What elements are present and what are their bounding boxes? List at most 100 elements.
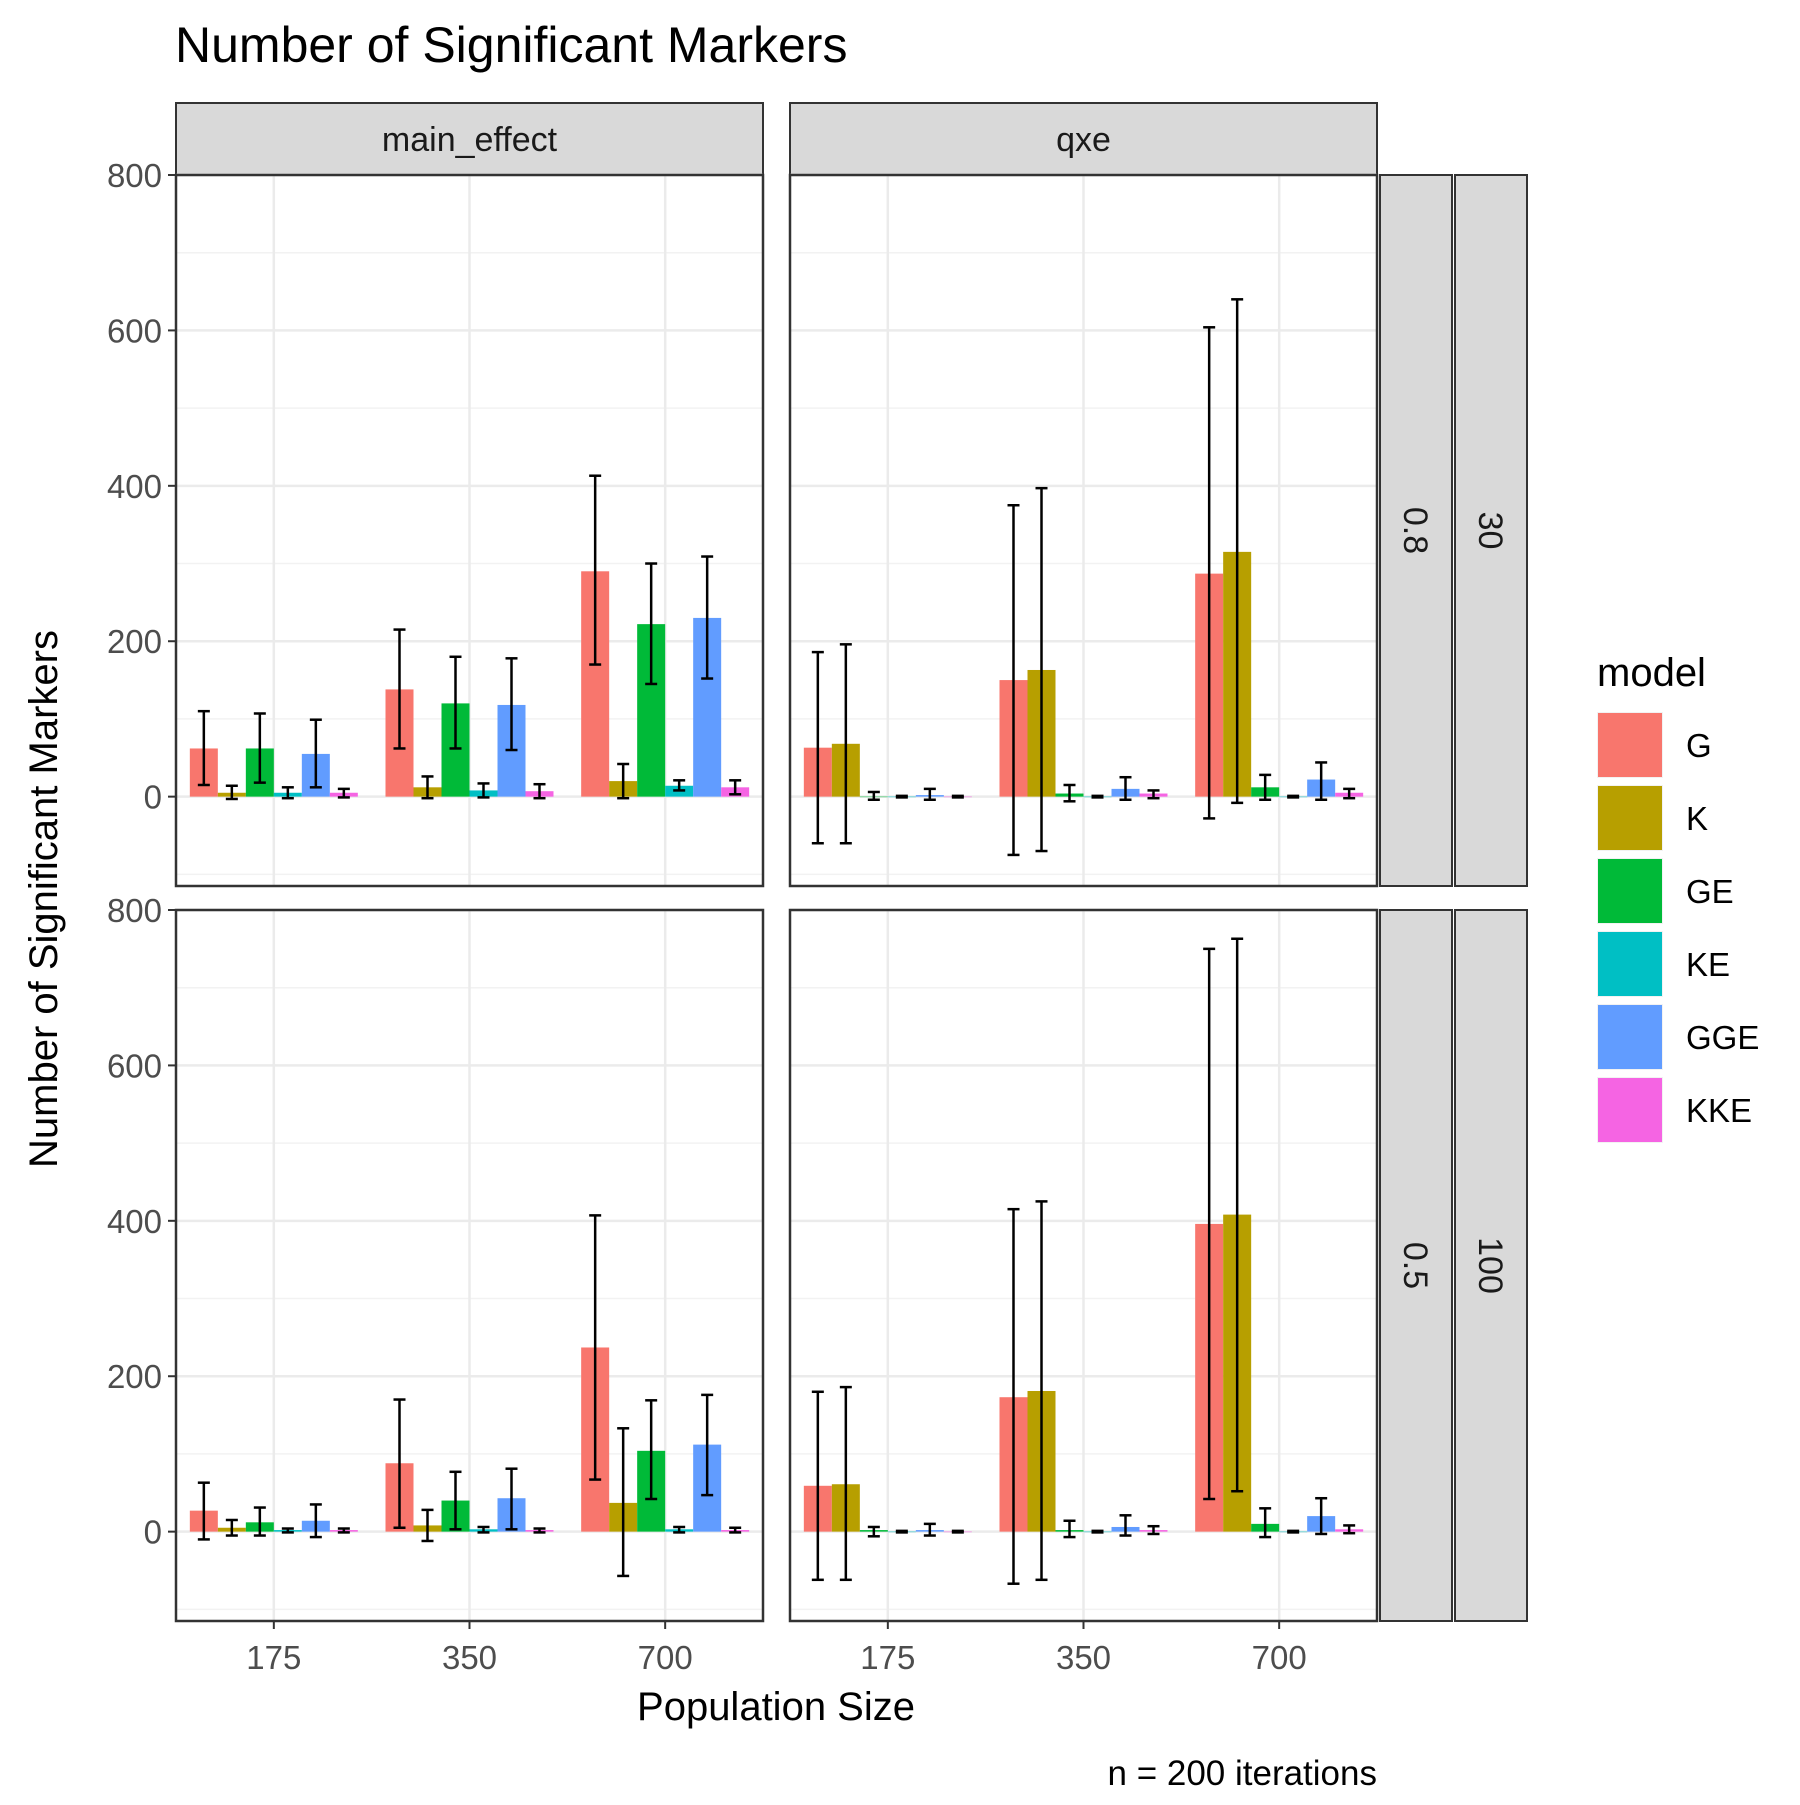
row-strip-0-5: 0.5 <box>1379 909 1453 1622</box>
error-bar-ke <box>895 794 908 799</box>
error-bar-kke <box>729 779 742 796</box>
error-bar-ge <box>449 1470 462 1531</box>
error-bar-k <box>617 762 630 800</box>
error-bar-ge <box>449 655 462 750</box>
chart-title: Number of Significant Markers <box>175 17 847 73</box>
error-bar-ge <box>867 1525 880 1538</box>
error-bar-k <box>421 1508 434 1543</box>
legend-label: G <box>1686 727 1712 764</box>
error-bar-gge <box>1119 775 1132 801</box>
error-bar-ge <box>1259 1507 1272 1539</box>
facet-strip-label: main_effect <box>382 121 558 159</box>
row-strip-30: 30 <box>1454 174 1528 887</box>
error-bar-ke <box>1287 1529 1300 1534</box>
row-strip-background <box>1379 909 1453 1622</box>
error-bars-layer <box>811 937 1356 1585</box>
x-tick-label: 700 <box>1252 1639 1307 1676</box>
y-tick-label: 600 <box>107 312 162 349</box>
error-bar-gge <box>701 555 714 680</box>
y-tick-label: 0 <box>144 1514 162 1551</box>
legend-item-ke: KE <box>1597 931 1730 997</box>
error-bar-kke <box>1343 1524 1356 1535</box>
error-bar-kke <box>951 794 964 799</box>
error-bar-g <box>589 474 602 666</box>
legend-swatch <box>1598 786 1662 850</box>
error-bar-k <box>1231 937 1244 1493</box>
error-bar-kke <box>533 1527 546 1534</box>
error-bar-gge <box>1315 761 1328 801</box>
y-axis-row2: 0 200 400 600 800 <box>107 892 176 1551</box>
error-bar-kke <box>1147 1524 1160 1536</box>
error-bar-k <box>617 1427 630 1578</box>
error-bar-k <box>225 784 238 801</box>
error-bar-g <box>1203 947 1216 1501</box>
legend-item-kke: KKE <box>1597 1077 1752 1143</box>
error-bar-g <box>811 650 824 845</box>
error-bar-gge <box>1119 1514 1132 1537</box>
legend-swatch <box>1598 713 1662 777</box>
error-bar-k <box>1231 298 1244 805</box>
row-strip-label: 0.5 <box>1396 1242 1434 1289</box>
error-bar-gge <box>923 1522 936 1537</box>
error-bar-gge <box>309 1503 322 1539</box>
error-bar-ge <box>253 712 266 784</box>
y-tick-label: 400 <box>107 1203 162 1240</box>
error-bar-gge <box>505 657 518 752</box>
facet-strip-qxe: qxe <box>789 102 1378 176</box>
error-bar-ge <box>1063 783 1076 803</box>
row-strip-label: 30 <box>1471 512 1509 550</box>
error-bar-ge <box>1063 1519 1076 1539</box>
error-bar-gge <box>923 787 936 801</box>
legend-title: model <box>1597 651 1706 695</box>
y-tick-label: 800 <box>107 157 162 194</box>
y-tick-label: 400 <box>107 468 162 505</box>
y-tick-label: 200 <box>107 1358 162 1395</box>
error-bar-k <box>839 1385 852 1582</box>
error-bar-gge <box>309 718 322 789</box>
legend-label: KE <box>1686 946 1730 983</box>
error-bar-ke <box>673 779 686 792</box>
error-bar-kke <box>337 1527 350 1534</box>
error-bar-g <box>393 1398 406 1530</box>
facet-strip-background <box>789 102 1378 176</box>
x-tick-label: 700 <box>638 1639 693 1676</box>
y-tick-label: 800 <box>107 892 162 929</box>
error-bar-ke <box>895 1529 908 1534</box>
error-bar-ke <box>1287 794 1300 799</box>
x-axis-qxe: 175 350 700 <box>860 1621 1307 1676</box>
error-bar-k <box>839 643 852 845</box>
legend-label: GE <box>1686 873 1734 910</box>
y-tick-label: 200 <box>107 623 162 660</box>
error-bar-k <box>1035 486 1048 853</box>
error-bar-ke <box>673 1525 686 1534</box>
error-bar-kke <box>1343 787 1356 800</box>
error-bar-gge <box>505 1467 518 1531</box>
row-strip-label: 100 <box>1471 1237 1509 1294</box>
y-tick-label: 600 <box>107 1047 162 1084</box>
legend-label: GGE <box>1686 1019 1759 1056</box>
error-bar-g <box>393 628 406 750</box>
error-bar-ge <box>253 1506 266 1537</box>
legend-swatch <box>1598 1005 1662 1069</box>
error-bar-ge <box>867 790 880 801</box>
row-strip-0-8: 0.8 <box>1379 174 1453 887</box>
error-bar-ke <box>1091 794 1104 799</box>
error-bar-ke <box>1091 1529 1104 1534</box>
y-tick-label: 0 <box>144 779 162 816</box>
error-bar-gge <box>701 1393 714 1497</box>
facet-strip-main-effect: main_effect <box>175 102 764 176</box>
facet-strip-background <box>175 102 764 176</box>
x-axis-main-effect: 175 350 700 <box>246 1621 693 1676</box>
row-strip-100: 100 <box>1454 909 1528 1622</box>
legend-swatch <box>1598 859 1662 923</box>
legend: GK GE KE GGE KKE <box>1597 712 1759 1143</box>
error-bar-ge <box>645 562 658 686</box>
chart-caption: n = 200 iterations <box>1108 1754 1378 1793</box>
error-bar-ke <box>477 1525 490 1534</box>
panel-main-effect-row1: 0 200 400 600 800 <box>107 157 765 888</box>
row-strip-label: 0.8 <box>1396 507 1434 554</box>
error-bars-layer <box>197 474 742 801</box>
error-bar-ke <box>281 1527 294 1534</box>
